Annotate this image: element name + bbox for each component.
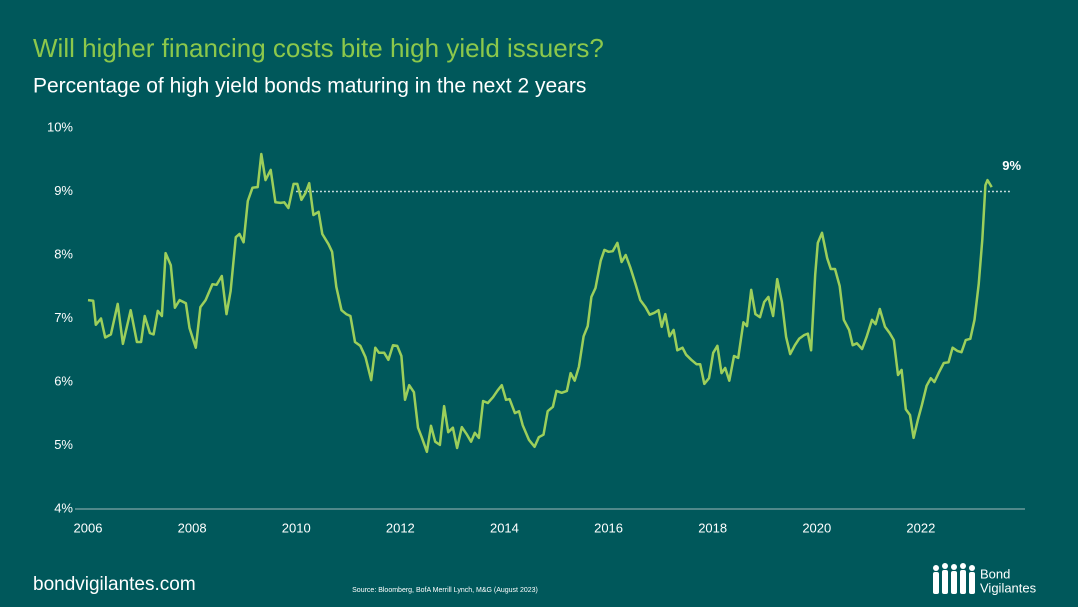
- y-tick-label: 8%: [54, 246, 73, 261]
- x-tick-label: 2010: [282, 520, 311, 535]
- source: Source: Bloomberg, BofA Merrill Lynch, M…: [352, 587, 538, 594]
- footer: bondvigilantes.com: [33, 574, 196, 595]
- chart-title: Will higher financing costs bite high yi…: [33, 33, 604, 63]
- y-tick-label: 5%: [54, 437, 73, 452]
- reference-label: 9%: [1002, 158, 1021, 173]
- x-tick-label: 2022: [906, 520, 935, 535]
- x-tick-label: 2014: [490, 520, 519, 535]
- y-tick-label: 10%: [47, 119, 73, 134]
- y-tick-label: 9%: [54, 183, 73, 198]
- x-tick-label: 2018: [698, 520, 727, 535]
- logo: Bond Vigilantes: [933, 563, 1037, 595]
- logo-text: Vigilantes: [980, 580, 1037, 595]
- x-tick-label: 2008: [178, 520, 207, 535]
- chart-subtitle: Percentage of high yield bonds maturing …: [33, 75, 586, 98]
- y-tick-label: 6%: [54, 373, 73, 388]
- data-line: [87, 152, 993, 454]
- y-tick-label: 4%: [54, 500, 73, 515]
- y-tick-label: 7%: [54, 310, 73, 325]
- x-tick-label: 2020: [802, 520, 831, 535]
- x-tick-label: 2012: [386, 520, 415, 535]
- x-tick-label: 2016: [594, 520, 623, 535]
- logo-text: Bond: [980, 566, 1010, 581]
- x-tick-label: 2006: [74, 520, 103, 535]
